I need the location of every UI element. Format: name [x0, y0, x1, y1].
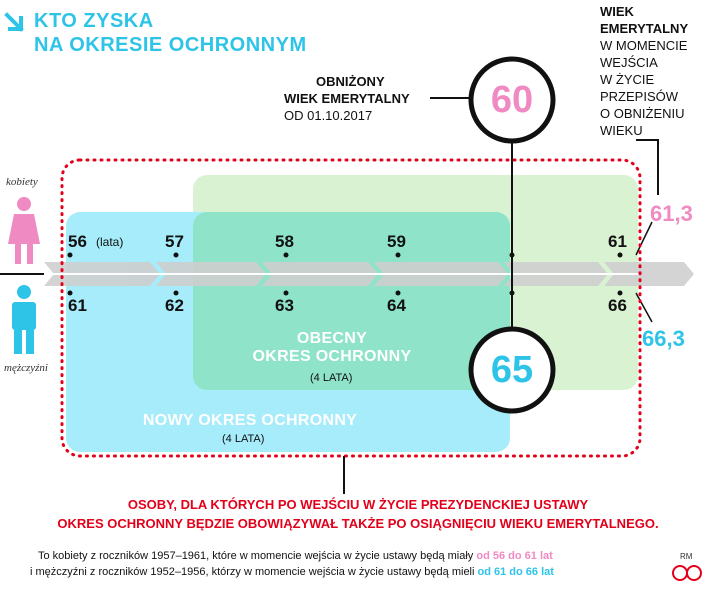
- footer-line-2-text: i mężczyźni z roczników 1952–1956, którz…: [30, 566, 478, 578]
- lowered-age-line-1: OBNIŻONY: [316, 74, 385, 89]
- woman-icon: [8, 197, 40, 264]
- lowered-age-line-3: OD 01.10.2017: [284, 108, 373, 123]
- red-dotted-frame: [60, 158, 642, 458]
- women-age-58: 58: [275, 232, 294, 251]
- men-age-64: 64: [387, 296, 406, 315]
- lowered-age-line-2: WIEK EMERYTALNY: [284, 91, 410, 106]
- red-note-line-1: OSOBY, DLA KTÓRYCH PO WEJŚCIU W ŻYCIE PR…: [127, 497, 589, 512]
- current-period-title-1: OBECNY: [296, 330, 368, 347]
- current-age-line-4: WEJŚCIA: [600, 55, 658, 70]
- new-period-title: NOWY OKRES OCHRONNY: [142, 412, 358, 429]
- publisher-logo: [672, 565, 702, 581]
- connector-current-label: [636, 139, 659, 195]
- current-age-line-8: WIEKU: [600, 123, 643, 138]
- man-icon: [12, 285, 36, 354]
- current-age-line-6: PRZEPISÓW: [600, 89, 679, 104]
- label-women: kobiety: [6, 176, 38, 188]
- circle-60: [468, 56, 556, 144]
- men-age-63: 63: [275, 296, 294, 315]
- title-line-2: NA OKRESIE OCHRONNYM: [34, 34, 307, 56]
- footer-line-2: i mężczyźni z roczników 1952–1956, którz…: [30, 566, 554, 578]
- women-age-56: 56: [68, 232, 87, 251]
- footer-line-1-text: To kobiety z roczników 1957–1961, które …: [38, 550, 477, 562]
- men-age-66: 66: [608, 296, 627, 315]
- timeline-ticks: [67, 252, 623, 296]
- women-age-57: 57: [165, 232, 184, 251]
- arrow-down-right-icon: [4, 12, 24, 32]
- footer-line-1-highlight: od 56 do 61 lat: [476, 550, 553, 562]
- current-age-women: 61,3: [650, 201, 693, 226]
- red-note-line-2: OKRES OCHRONNY BĘDZIE OBOWIĄZYWAŁ TAKŻE …: [57, 516, 659, 531]
- connector-61-3: [635, 221, 653, 256]
- current-age-line-1: WIEK: [600, 4, 634, 19]
- women-age-61: 61: [608, 232, 627, 251]
- current-age-line-2: EMERYTALNY: [600, 21, 689, 36]
- connector-66-3: [635, 292, 653, 323]
- logo-text: ©P: [676, 564, 677, 565]
- current-period-title-2: OKRES OCHRONNY: [252, 348, 412, 365]
- author-initials: RM: [680, 552, 693, 561]
- label-men: mężczyźni: [4, 362, 48, 374]
- women-age-59: 59: [387, 232, 406, 251]
- lowered-age-women: 60: [490, 79, 534, 121]
- current-age-men: 66,3: [642, 326, 685, 351]
- men-age-61: 61: [68, 296, 87, 315]
- current-age-line-7: O OBNIŻENIU: [600, 106, 685, 121]
- circle-65: [468, 326, 556, 414]
- current-age-line-3: W MOMENCIE: [600, 38, 688, 53]
- overlap-zone: [193, 212, 510, 390]
- new-period-sub: (4 LATA): [222, 433, 265, 445]
- current-age-line-5: W ŻYCIE: [600, 72, 655, 87]
- unit-label: (lata): [96, 235, 124, 249]
- lowered-age-men: 65: [490, 349, 534, 391]
- title-line-1: KTO ZYSKA: [34, 10, 154, 32]
- men-age-62: 62: [165, 296, 184, 315]
- current-period-sub: (4 LATA): [310, 372, 353, 384]
- footer-line-1: To kobiety z roczników 1957–1961, które …: [38, 550, 553, 562]
- footer-line-2-highlight: od 61 do 66 lat: [477, 566, 554, 578]
